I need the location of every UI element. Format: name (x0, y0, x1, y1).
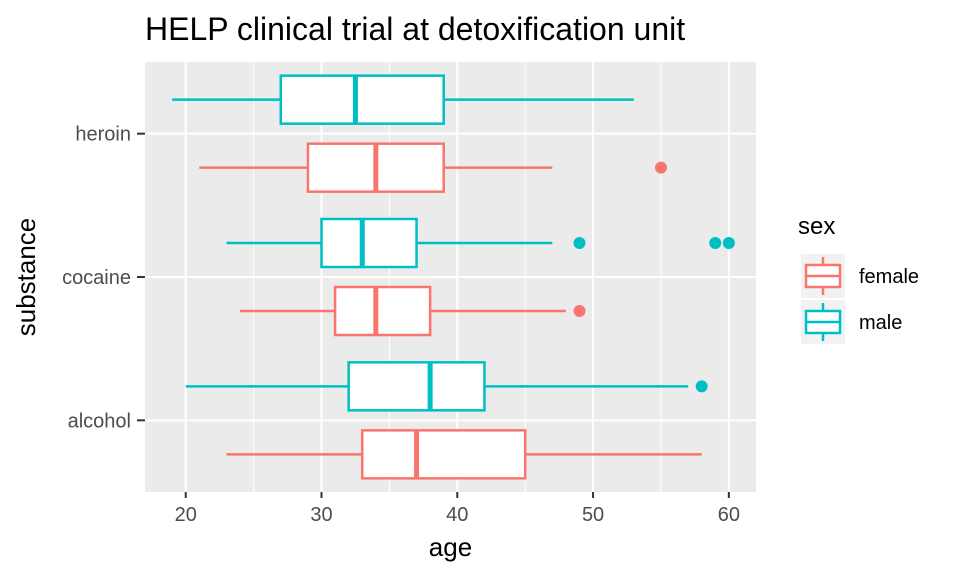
box-heroin-male (172, 74, 634, 125)
y-tick-label: cocaine (62, 267, 131, 289)
x-tick-label: 20 (175, 504, 197, 526)
box-iqr (333, 285, 432, 337)
x-tick-label: 30 (310, 504, 332, 526)
outlier-point (654, 161, 667, 174)
outlier-point (709, 237, 722, 249)
legend: sex female male (798, 213, 919, 344)
box-cocaine-female (240, 285, 586, 337)
box-iqr (347, 361, 486, 412)
box-marks (172, 74, 735, 480)
box-iqr (279, 74, 445, 125)
box-alcohol-female (226, 429, 702, 480)
outlier-point (695, 380, 708, 393)
x-axis-title: age (429, 532, 472, 562)
y-tick-label: heroin (75, 124, 131, 146)
outlier-point (573, 237, 586, 249)
x-tick-label: 50 (582, 504, 604, 526)
legend-label-female: female (859, 266, 919, 288)
y-axis-title: substance (11, 218, 41, 337)
legend-label-male: male (859, 312, 902, 334)
outlier-point (722, 237, 735, 249)
box-iqr (320, 217, 418, 269)
box-iqr (360, 429, 527, 480)
box-heroin-female (199, 142, 667, 193)
y-tick-label: alcohol (68, 410, 131, 432)
box-alcohol-male (185, 361, 708, 412)
x-tick-label: 40 (446, 504, 468, 526)
box-cocaine-male (226, 217, 735, 269)
grid-lines (145, 62, 756, 492)
legend-title: sex (798, 213, 835, 240)
chart-title: HELP clinical trial at detoxification un… (145, 11, 685, 47)
axes: 20 30 40 50 60 alcohol cocaine heroin (62, 124, 740, 526)
x-tick-label: 60 (718, 504, 740, 526)
outlier-point (573, 305, 586, 317)
